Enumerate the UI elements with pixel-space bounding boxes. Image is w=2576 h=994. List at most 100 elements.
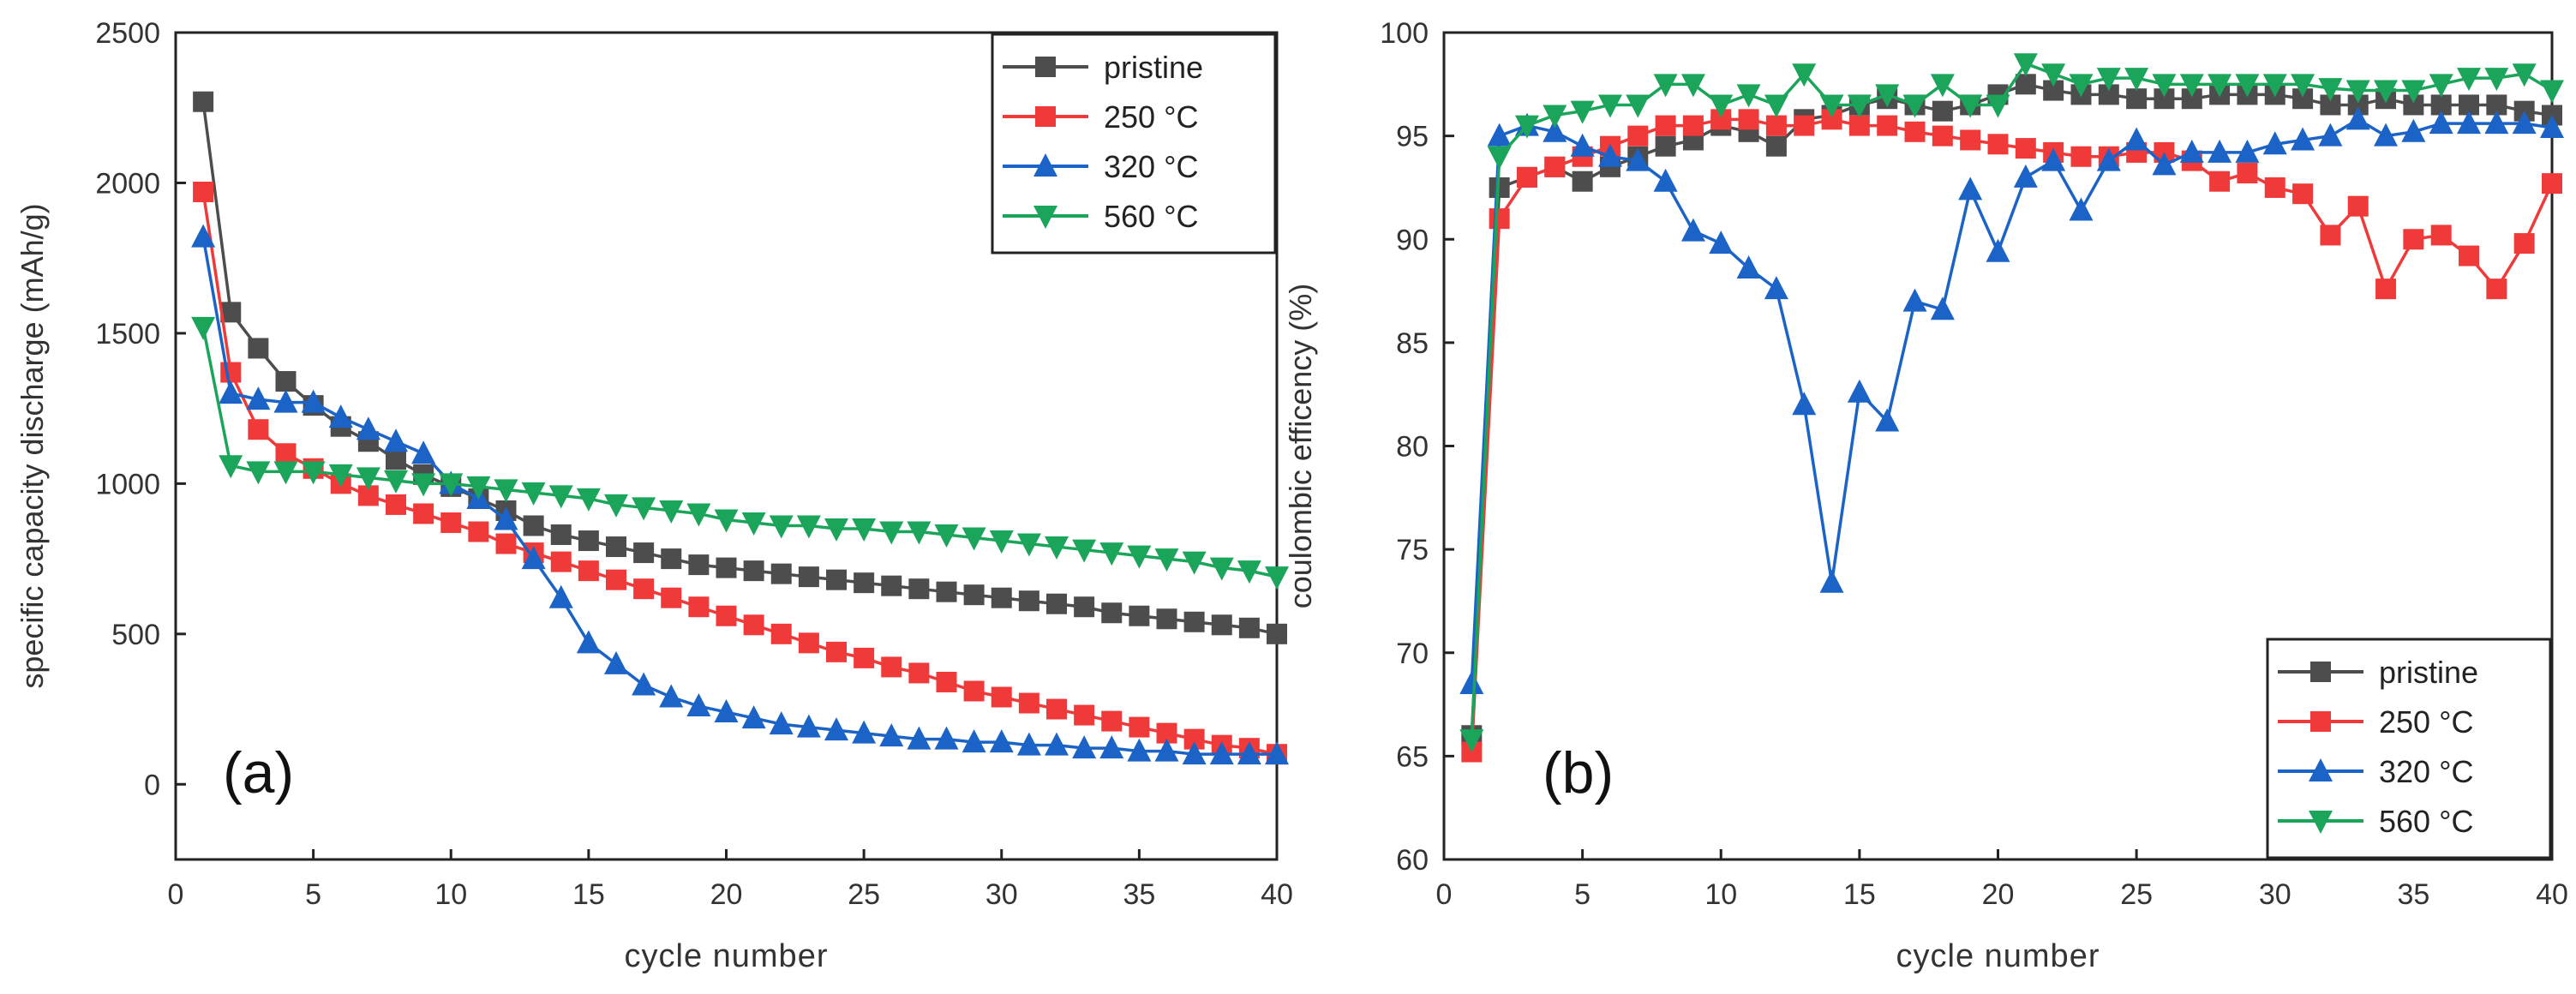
data-point-c560	[301, 461, 326, 485]
legend-label: pristine	[2379, 655, 2478, 690]
data-point-c250	[661, 587, 682, 608]
data-point-c250	[1101, 710, 1123, 732]
data-point-c560	[824, 518, 848, 542]
data-point-pristine	[661, 548, 682, 570]
x-tick-label: 15	[572, 878, 605, 911]
data-point-pristine	[963, 584, 985, 606]
data-point-c320	[548, 584, 573, 608]
data-point-c320	[2540, 114, 2564, 138]
series-line-c560	[201, 326, 1278, 578]
y-tick-label: 80	[1396, 431, 1429, 464]
data-point-c320	[1543, 118, 1567, 142]
data-point-c560	[604, 494, 628, 518]
data-point-c320	[1986, 238, 2010, 262]
data-point-c320	[1570, 133, 1595, 157]
data-point-c320	[411, 440, 436, 464]
data-point-c320	[2208, 139, 2232, 163]
data-point-c320	[1016, 732, 1041, 756]
y-tick-label: 95	[1396, 121, 1429, 153]
data-point-pristine	[854, 572, 875, 594]
data-point-c250	[1904, 121, 1926, 142]
data-point-c250	[193, 181, 214, 202]
data-point-c560	[1958, 94, 1983, 118]
legend-label: 560 °C	[2379, 804, 2473, 839]
y-tick-label: 1000	[95, 468, 160, 500]
data-point-c320	[328, 404, 353, 428]
data-point-c250	[1627, 125, 1649, 147]
data-point-c560	[2401, 80, 2426, 104]
data-point-c250	[578, 560, 599, 582]
panel-label: (a)	[223, 740, 294, 805]
data-point-c320	[1045, 732, 1069, 756]
series-c250	[1461, 109, 2562, 763]
x-tick-label: 25	[848, 878, 880, 911]
data-point-c250	[1655, 115, 1676, 136]
data-point-c560	[2318, 78, 2343, 102]
data-point-c560	[1792, 63, 1817, 87]
data-point-c320	[2262, 131, 2287, 155]
data-point-c250	[1544, 156, 1566, 177]
data-point-c560	[1986, 94, 2010, 118]
data-point-c320	[2291, 127, 2315, 151]
data-point-pristine	[798, 566, 819, 588]
data-point-c320	[1736, 255, 1761, 279]
data-point-c560	[962, 527, 986, 551]
data-point-pristine	[2015, 74, 2036, 95]
data-point-c560	[384, 470, 408, 494]
data-point-c320	[824, 717, 848, 741]
legend-swatch-marker	[1035, 106, 1056, 127]
data-point-c560	[1265, 566, 1289, 590]
data-point-c320	[604, 650, 628, 674]
x-tick-label: 25	[2120, 878, 2153, 911]
y-tick-label: 90	[1396, 224, 1429, 256]
data-point-c560	[1487, 146, 1512, 170]
data-point-c560	[2041, 63, 2066, 87]
data-point-c320	[1265, 741, 1289, 765]
data-point-c320	[384, 428, 408, 452]
series-c320	[1459, 106, 2564, 694]
data-point-c560	[934, 524, 959, 548]
data-point-pristine	[1183, 611, 1205, 632]
data-point-c250	[220, 362, 242, 383]
data-point-c250	[468, 521, 489, 542]
data-point-pristine	[606, 536, 626, 558]
data-point-c560	[219, 455, 243, 479]
data-point-c250	[688, 596, 710, 618]
y-tick-label: 0	[144, 769, 160, 801]
data-point-c320	[2041, 147, 2066, 171]
data-point-c250	[1489, 208, 1510, 230]
data-point-pristine	[1211, 614, 1232, 636]
data-point-c560	[521, 482, 546, 506]
data-point-c560	[1543, 105, 1567, 129]
data-point-c250	[2542, 173, 2562, 195]
series-line-c320	[1470, 117, 2553, 685]
data-point-pristine	[743, 560, 764, 582]
data-point-c560	[273, 461, 298, 485]
data-point-c560	[1154, 548, 1179, 572]
x-tick-label: 35	[2397, 878, 2429, 911]
data-point-c250	[1987, 134, 2009, 155]
data-point-c560	[741, 512, 766, 536]
data-point-c560	[1182, 551, 1207, 575]
data-point-c560	[548, 485, 573, 509]
data-point-c250	[633, 578, 655, 600]
data-point-c560	[2124, 68, 2149, 92]
data-point-c560	[1099, 542, 1124, 566]
data-point-c320	[2124, 127, 2149, 151]
chart-panel-b: 0 5 10 15 20 25 30 35 40 60 65 70 75 80 85 90 95 100 cycle…	[1283, 17, 2568, 974]
y-axis-label: specific capacity discharge (mAh/g)	[15, 203, 50, 688]
legend-swatch-marker	[2309, 758, 2333, 781]
data-point-c250	[275, 443, 297, 464]
data-point-c250	[936, 671, 957, 692]
data-point-c320	[494, 506, 518, 530]
y-tick-label: 85	[1396, 327, 1429, 360]
data-point-c560	[1570, 100, 1595, 124]
legend-label: 250 °C	[2379, 704, 2473, 740]
data-point-c250	[2292, 183, 2314, 205]
y-tick-label: 1500	[95, 318, 160, 350]
data-point-c250	[963, 680, 985, 702]
data-point-c320	[2512, 111, 2537, 135]
x-tick-label: 10	[1704, 878, 1737, 911]
data-point-c560	[907, 521, 932, 545]
